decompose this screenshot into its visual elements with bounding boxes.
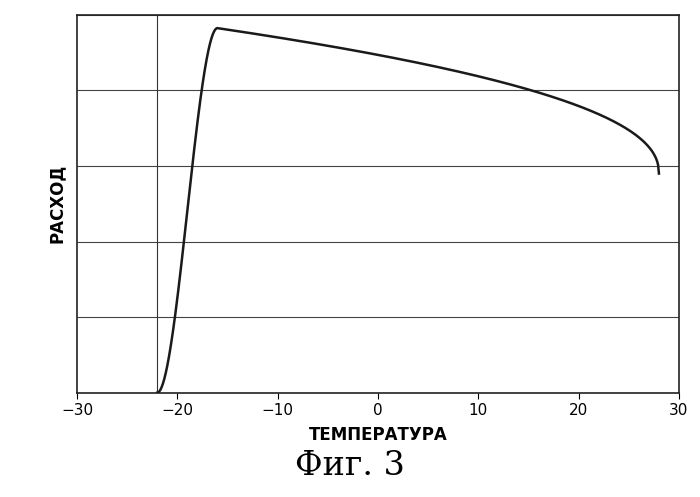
X-axis label: ТЕМПЕРАТУРА: ТЕМПЕРАТУРА	[309, 426, 447, 444]
Y-axis label: РАСХОД: РАСХОД	[48, 164, 66, 244]
Text: Фиг. 3: Фиг. 3	[295, 450, 405, 482]
